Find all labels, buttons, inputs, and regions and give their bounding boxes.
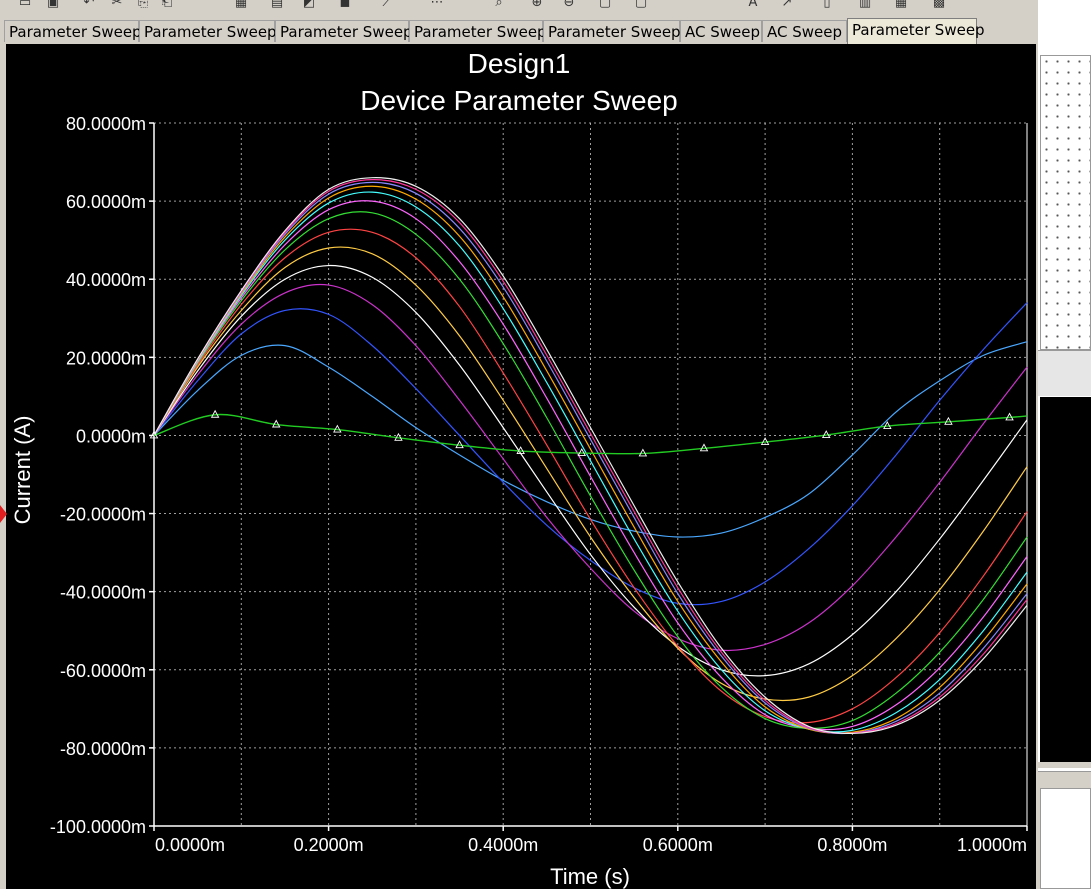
cursor-marker-icon[interactable] <box>0 505 7 523</box>
grid-icon[interactable]: ▦ <box>232 0 250 12</box>
tab-parameter-sweep-5[interactable]: Parameter Sweep <box>543 20 680 42</box>
chart-icon[interactable]: ▩ <box>930 0 948 12</box>
y-tick-label: -40.0000m <box>60 583 146 603</box>
undo-icon[interactable]: ↶ <box>80 0 98 12</box>
y-axis-label: Current (A) <box>10 416 35 525</box>
paste-icon[interactable]: ⎗ <box>158 0 176 12</box>
tab-ac-sweep-7[interactable]: AC Sweep <box>762 20 847 42</box>
copy-icon[interactable]: ⎘ <box>134 0 152 12</box>
tab-ac-sweep-6[interactable]: AC Sweep <box>680 20 762 42</box>
x-tick-label: 0.6000m <box>643 835 713 855</box>
x-tick-label: 0.2000m <box>294 835 364 855</box>
marker-series <box>151 411 1028 456</box>
axes: 80.0000m60.0000m40.0000m20.0000m0.0000m-… <box>50 114 1027 855</box>
tab-parameter-sweep-4[interactable]: Parameter Sweep <box>409 20 543 42</box>
overlay-icon[interactable]: ▯ <box>818 0 836 12</box>
trace-icon[interactable]: ⟋ <box>378 0 396 12</box>
x-tick-label: 0.0000m <box>155 835 225 855</box>
y-tick-label: 80.0000m <box>66 114 146 134</box>
x-tick-label: 0.4000m <box>468 835 538 855</box>
series-line <box>154 201 1027 730</box>
y-tick-label: 60.0000m <box>66 192 146 212</box>
save-icon[interactable]: ▣ <box>44 0 62 12</box>
tab-parameter-sweep-8[interactable]: Parameter Sweep <box>847 18 977 44</box>
tab-parameter-sweep-2[interactable]: Parameter Sweep <box>139 20 275 42</box>
right-side-panel <box>1038 0 1091 889</box>
schematic-dot-grid <box>1040 55 1091 350</box>
side-panel-black-area <box>1040 397 1091 762</box>
tab-parameter-sweep-1[interactable]: Parameter Sweep <box>4 20 139 42</box>
select-icon[interactable]: ◼ <box>336 0 354 12</box>
side-panel-lower-box <box>1040 788 1091 889</box>
side-panel-divider <box>1038 350 1091 396</box>
tab-parameter-sweep-3[interactable]: Parameter Sweep <box>275 20 409 42</box>
y-tick-label: 0.0000m <box>76 426 146 446</box>
y-tick-label: -60.0000m <box>60 661 146 681</box>
markers-icon[interactable]: ⋯ <box>428 0 446 12</box>
y-tick-label: -20.0000m <box>60 505 146 525</box>
zoom-icon[interactable]: ⌕ <box>490 0 508 12</box>
chart-title: Design1 <box>468 48 571 79</box>
series-group <box>154 178 1027 734</box>
toolbar: ▭ ▣ ↶ ✂ ⎘ ⎗ ▦ ▤ ◩ ◼ ⟋ ⋯ ⌕ ⊕ ⊖ ▢ ▢ A ↗ ▯ ▥ ▦ ▩ <box>0 0 1038 14</box>
y-tick-label: -100.0000m <box>50 817 146 837</box>
table-icon[interactable]: ▦ <box>892 0 910 12</box>
properties-icon[interactable]: ↗ <box>778 0 796 12</box>
series-line <box>154 182 1027 733</box>
chart-svg: 80.0000m60.0000m40.0000m20.0000m0.0000m-… <box>6 44 1036 889</box>
zoom-out-icon[interactable]: ⊖ <box>560 0 578 12</box>
open-icon[interactable]: ▭ <box>16 0 34 12</box>
y-tick-label: 40.0000m <box>66 270 146 290</box>
cut-icon[interactable]: ✂ <box>108 0 126 12</box>
chart-subtitle: Device Parameter Sweep <box>360 85 677 116</box>
print-icon[interactable]: ▢ <box>632 0 650 12</box>
tab-bar: Parameter Sweep Parameter Sweep Parameter … <box>4 18 1038 44</box>
y-tick-label: 20.0000m <box>66 348 146 368</box>
text-icon[interactable]: A <box>744 0 762 12</box>
y-tick-label: -80.0000m <box>60 739 146 759</box>
x-tick-label: 0.8000m <box>817 835 887 855</box>
plot-area: 80.0000m 60.0000m 40.0000m 20.0000m 0.0000m -… <box>6 44 1036 889</box>
cursor-icon[interactable]: ◩ <box>300 0 318 12</box>
ptr-icon[interactable]: ▥ <box>856 0 874 12</box>
x-axis-label: Time (s) <box>550 864 630 889</box>
zoom-in-icon[interactable]: ⊕ <box>528 0 546 12</box>
x-tick-label: 1.0000m <box>957 835 1027 855</box>
legend-icon[interactable]: ▤ <box>268 0 286 12</box>
series-line <box>154 180 1027 734</box>
grid <box>154 123 1027 826</box>
export-icon[interactable]: ▢ <box>596 0 614 12</box>
side-panel-separator <box>1038 768 1091 772</box>
